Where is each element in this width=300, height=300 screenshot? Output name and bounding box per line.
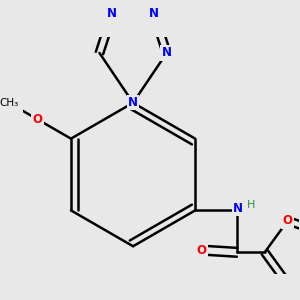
Text: O: O (283, 214, 292, 227)
Text: N: N (233, 202, 243, 215)
Text: O: O (197, 244, 207, 256)
Text: O: O (32, 113, 43, 126)
Text: CH₃: CH₃ (0, 98, 19, 108)
Text: N: N (128, 96, 138, 109)
Text: N: N (149, 7, 159, 20)
Text: N: N (107, 7, 117, 20)
Text: N: N (162, 46, 172, 59)
Text: H: H (247, 200, 256, 210)
